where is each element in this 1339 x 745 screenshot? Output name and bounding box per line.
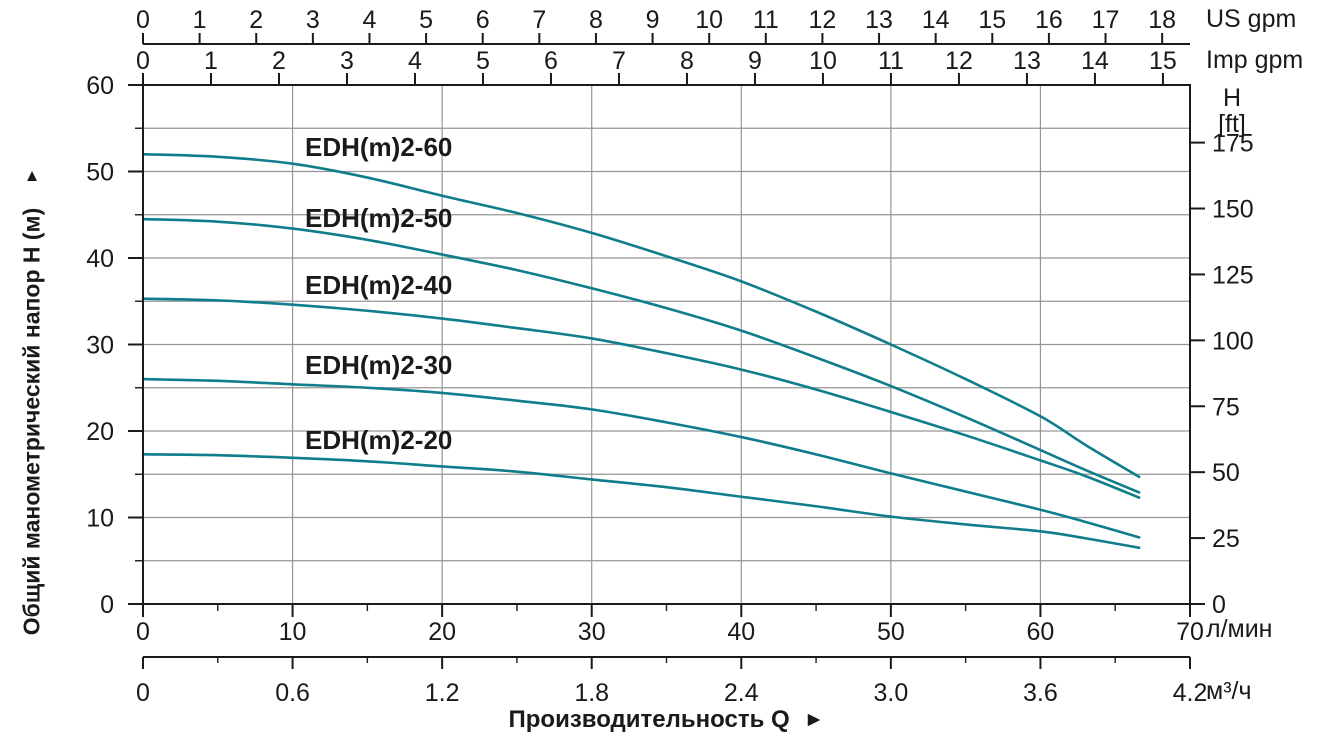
tick-label-imp: 10 — [809, 47, 837, 75]
tick-label-imp: 8 — [680, 47, 694, 75]
tick-label-m3h: 0.6 — [275, 679, 310, 707]
tick-label-us: 16 — [1035, 6, 1063, 34]
tick-label-m3h: 2.4 — [724, 679, 759, 707]
curve-edh-m-2-30 — [141, 377, 1141, 539]
curve-label: EDH(m)2-20 — [305, 425, 452, 455]
tick-label-m3h: 1.2 — [425, 679, 460, 707]
ft-axis-bracket: [ft] — [1218, 110, 1246, 138]
tick-label-m3h: 0 — [136, 679, 150, 707]
ft-axis-name: H — [1222, 84, 1242, 112]
lmin-unit-label: л/мин — [1206, 615, 1273, 643]
tick-label-hm: 30 — [86, 332, 114, 360]
tick-label-imp: 15 — [1149, 47, 1177, 75]
tick-label-lmin: 10 — [279, 618, 307, 646]
tick-label-imp: 9 — [748, 47, 762, 75]
tick-label-us: 10 — [695, 6, 723, 34]
tick-label-us: 8 — [589, 6, 603, 34]
tick-label-us: 6 — [476, 6, 490, 34]
tick-label-us: 14 — [922, 6, 950, 34]
tick-label-imp: 4 — [408, 47, 422, 75]
m3h-unit-label: м³/ч — [1206, 677, 1252, 705]
tick-label-imp: 6 — [544, 47, 558, 75]
gridlines — [143, 85, 1190, 604]
us-gpm-unit-label: US gpm — [1206, 5, 1297, 33]
tick-label-lmin: 0 — [136, 618, 150, 646]
tick-label-m3h: 3.6 — [1023, 679, 1058, 707]
tick-label-hm: 20 — [86, 418, 114, 446]
tick-label-us: 13 — [865, 6, 893, 34]
tick-label-imp: 3 — [340, 47, 354, 75]
tick-label-hm: 10 — [86, 505, 114, 533]
tick-label-hft: 25 — [1212, 525, 1240, 553]
curve-label: EDH(m)2-30 — [305, 350, 452, 380]
tick-label-lmin: 60 — [1027, 618, 1055, 646]
tick-label-imp: 11 — [878, 47, 904, 75]
curve-edh-m-2-40 — [141, 297, 1141, 499]
tick-label-us: 7 — [532, 6, 546, 34]
x-axis-right-arrow-icon: ► — [803, 708, 825, 731]
tick-label-hft: 0 — [1212, 591, 1226, 619]
tick-label-lmin: 30 — [578, 618, 606, 646]
tick-label-imp: 7 — [612, 47, 626, 75]
tick-label-lmin: 40 — [727, 618, 755, 646]
curve-edh-m-2-60 — [141, 152, 1141, 479]
curve-edh-m-2-50 — [141, 217, 1141, 494]
curve-label: EDH(m)2-40 — [305, 270, 452, 300]
tick-label-us: 18 — [1148, 6, 1176, 34]
tick-label-us: 5 — [419, 6, 433, 34]
curve-labels: EDH(m)2-60 EDH(m)2-50 EDH(m)2-40 EDH(m)2-30… — [305, 132, 452, 455]
tick-label-m3h: 3.0 — [873, 679, 908, 707]
tick-label-lmin: 20 — [428, 618, 456, 646]
tick-label-hft: 50 — [1212, 459, 1240, 487]
imp-gpm-unit-label: Imp gpm — [1206, 46, 1304, 74]
y-axis-title: Общий манометрический напор H (м) — [18, 207, 45, 636]
tick-label-hm: 60 — [86, 72, 114, 100]
tick-label-imp: 0 — [136, 47, 150, 75]
tick-label-imp: 1 — [204, 47, 218, 75]
tick-label-hft: 125 — [1212, 261, 1254, 289]
tick-label-us: 15 — [978, 6, 1006, 34]
x-axis-title: Производительность Q ► — [143, 706, 1190, 734]
tick-label-imp: 12 — [945, 47, 973, 75]
tick-label-us: 12 — [809, 6, 837, 34]
tick-label-imp: 14 — [1081, 47, 1109, 75]
tick-label-us: 2 — [249, 6, 263, 34]
tick-label-imp: 13 — [1013, 47, 1041, 75]
curves — [141, 152, 1141, 550]
curve-label: EDH(m)2-50 — [305, 203, 452, 233]
ft-axis-unit-label: H [ft] — [1200, 85, 1264, 137]
tick-label-hft: 150 — [1212, 196, 1254, 224]
x-axis-title-text: Производительность Q — [508, 706, 790, 733]
tick-label-imp: 2 — [272, 47, 286, 75]
tick-label-lmin: 50 — [877, 618, 905, 646]
tick-label-us: 17 — [1092, 6, 1120, 34]
tick-label-us: 1 — [193, 6, 207, 34]
curve-label: EDH(m)2-60 — [305, 132, 452, 162]
tick-label-hm: 0 — [100, 591, 114, 619]
tick-label-us: 0 — [136, 6, 150, 34]
tick-label-us: 11 — [753, 6, 779, 34]
tick-label-us: 9 — [646, 6, 660, 34]
tick-label-us: 4 — [363, 6, 377, 34]
tick-label-m3h: 4.2 — [1173, 679, 1208, 707]
tick-label-lmin: 70 — [1176, 618, 1204, 646]
tick-label-hm: 50 — [86, 159, 114, 187]
tick-label-hft: 75 — [1212, 393, 1240, 421]
tick-label-imp: 5 — [476, 47, 490, 75]
y-axis-up-arrow-icon: ▲ — [23, 166, 41, 185]
tick-label-m3h: 1.8 — [574, 679, 609, 707]
tick-label-hft: 175 — [1212, 130, 1254, 158]
tick-label-hft: 100 — [1212, 327, 1254, 355]
tick-label-us: 3 — [306, 6, 320, 34]
tick-label-hm: 40 — [86, 245, 114, 273]
curve-edh-m-2-20 — [141, 453, 1141, 550]
axes: 0 1 2 3 4 5 6 7 8 9 10 11 12 13 14 15 16 17 180 1 2 3 4 5 6 7 8 9 10… — [86, 6, 1254, 707]
